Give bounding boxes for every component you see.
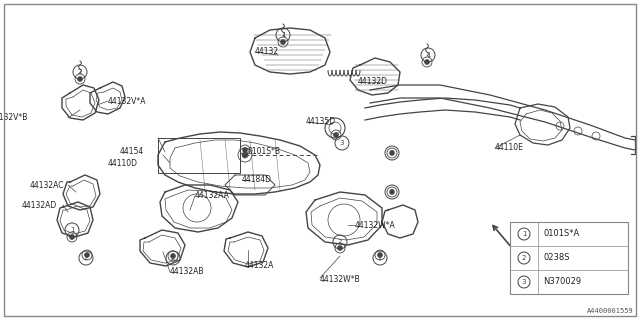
Text: 0101S*A: 0101S*A [543,229,579,238]
Circle shape [77,76,83,82]
Text: 44135D: 44135D [306,117,336,126]
Text: 44110E: 44110E [495,143,524,153]
Circle shape [424,60,429,65]
Text: 44132AA: 44132AA [195,191,230,201]
Text: 1: 1 [281,32,285,38]
Circle shape [337,245,342,251]
Text: 0238S: 0238S [543,253,570,262]
Text: 2: 2 [390,189,394,195]
Circle shape [84,252,90,258]
Text: 44132AD: 44132AD [22,201,57,210]
Circle shape [390,189,394,195]
Text: N370029: N370029 [543,277,581,286]
Text: 1: 1 [426,52,430,58]
Text: 44132V*B: 44132V*B [0,114,28,123]
Text: 2: 2 [522,255,526,261]
Text: 44154: 44154 [120,148,144,156]
Text: 44132W*B: 44132W*B [320,276,360,284]
Circle shape [378,252,383,258]
Text: 44132D: 44132D [358,77,388,86]
Circle shape [242,152,248,158]
Text: 44132W*A: 44132W*A [355,220,396,229]
Text: 2: 2 [84,255,88,261]
Circle shape [280,39,285,44]
Text: 2: 2 [171,255,175,261]
Text: 2: 2 [338,239,342,245]
Text: 44132A: 44132A [245,260,275,269]
Text: 0101S*B: 0101S*B [248,148,281,156]
Text: 44184D: 44184D [242,175,272,185]
Text: 44132AC: 44132AC [30,180,65,189]
Bar [158,138,240,173]
Text: 44132AB: 44132AB [170,268,205,276]
Text: FRONT: FRONT [516,241,547,250]
Circle shape [390,150,394,156]
Text: 1: 1 [70,227,74,233]
Text: 2: 2 [390,150,394,156]
Circle shape [243,148,248,153]
Text: 1: 1 [522,231,526,237]
Bar [510,222,628,294]
Circle shape [170,253,175,259]
Text: 3: 3 [522,279,526,285]
Text: 44132V*A: 44132V*A [108,97,147,106]
Text: 3: 3 [340,140,344,146]
Text: 2: 2 [78,69,82,75]
Text: A4400001559: A4400001559 [588,308,634,314]
Text: 44132: 44132 [255,47,279,57]
Text: 2: 2 [378,255,382,261]
Circle shape [70,235,74,239]
Circle shape [333,132,339,138]
Text: 44110D: 44110D [108,158,138,167]
